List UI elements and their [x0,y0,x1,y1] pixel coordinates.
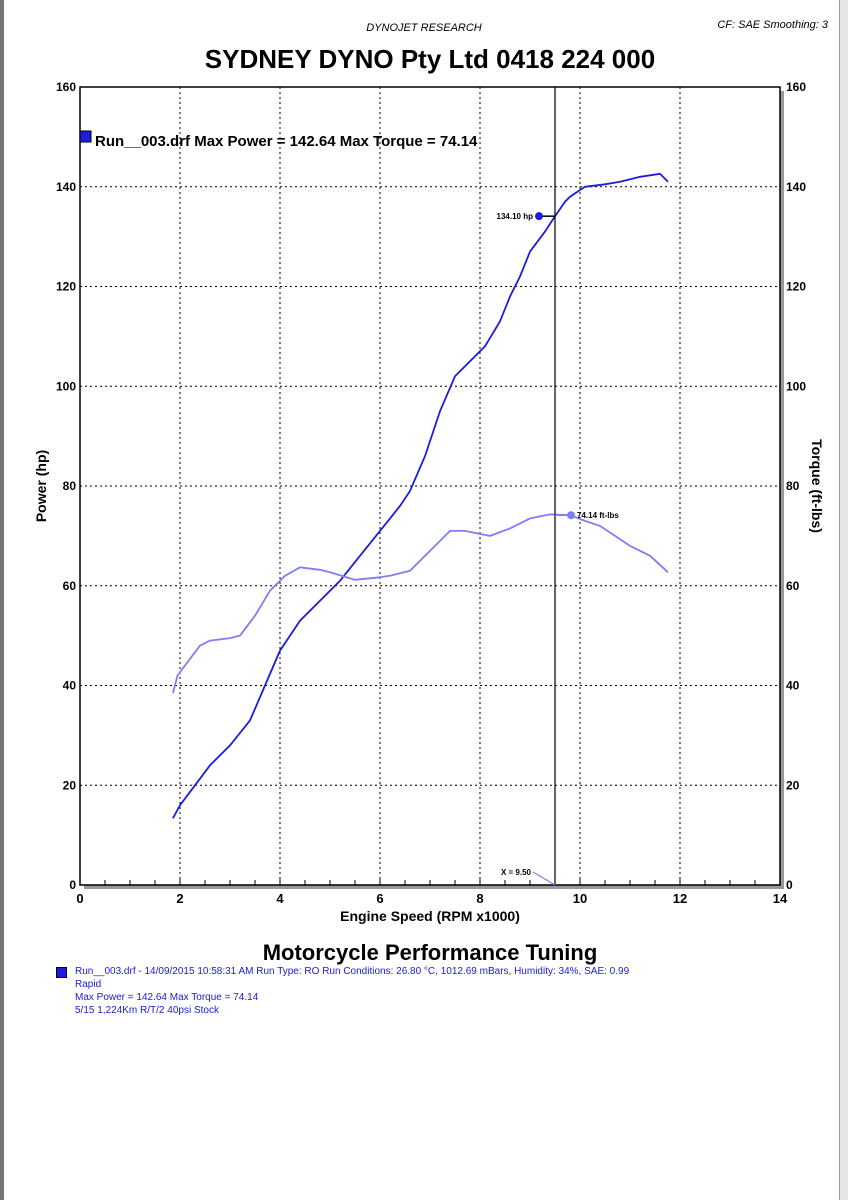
y-tick-label: 80 [63,479,77,493]
torque-marker-label: 74.14 ft-lbs [577,511,619,520]
x-tick-label: 8 [476,891,483,906]
run-color-swatch [56,967,67,978]
x-tick-label: 4 [276,891,284,906]
x-tick-label: 6 [376,891,383,906]
y2-tick-label: 20 [786,778,800,792]
cursor-x-label: X = 9.50 [501,868,532,877]
y-tick-label: 0 [69,878,76,892]
legend-swatch [79,130,92,143]
y2-tick-label: 100 [786,379,806,393]
y-tick-label: 20 [63,778,77,792]
x-tick-label: 10 [573,891,587,906]
y-tick-label: 60 [63,579,77,593]
cursor-x-leader [532,871,556,886]
y-tick-label: 160 [56,80,76,94]
x-tick-label: 0 [76,891,83,906]
power-marker-label: 134.10 hp [497,212,534,221]
run-mode: Rapid [75,979,102,990]
x-tick-label: 14 [773,891,788,906]
run-notes: 5/15 1,224Km R/T/2 40psi Stock [75,1005,219,1016]
y2-axis-label: Torque (ft-lbs) [809,439,825,533]
y-axis-label: Power (hp) [33,450,49,522]
power-marker-dot [535,212,543,221]
y-tick-label: 120 [56,280,76,294]
y-tick-label: 100 [56,379,76,393]
chart-subtitle: DYNOJET RESEARCH [366,22,482,34]
y2-tick-label: 120 [786,280,806,294]
page-edge [0,0,4,1200]
y2-tick-label: 60 [786,579,800,593]
torque-marker-dot [567,511,575,520]
x-axis-label: Engine Speed (RPM x1000) [340,908,520,924]
legend-text: Run__003.drf Max Power = 142.64 Max Torq… [95,133,478,150]
x-tick-label: 2 [176,891,183,906]
series-power-line [172,172,669,819]
run-info: Run__003.drf - 14/09/2015 10:58:31 AM Ru… [75,966,630,977]
page-edge-right [839,0,848,1200]
run-max: Max Power = 142.64 Max Torque = 74.14 [75,992,259,1003]
y2-tick-label: 140 [786,180,806,194]
y2-tick-label: 0 [786,878,793,892]
chart-title: SYDNEY DYNO Pty Ltd 0418 224 000 [204,44,656,74]
footer-title: Motorcycle Performance Tuning [262,940,598,965]
x-tick-label: 12 [673,891,687,906]
y2-tick-label: 160 [786,80,806,94]
y2-tick-label: 80 [786,479,800,493]
settings-label: CF: SAE Smoothing: 3 [717,19,828,31]
y-tick-label: 140 [56,180,76,194]
series-torque-line [172,513,669,694]
y-tick-label: 40 [63,679,77,693]
y2-tick-label: 40 [786,679,800,693]
